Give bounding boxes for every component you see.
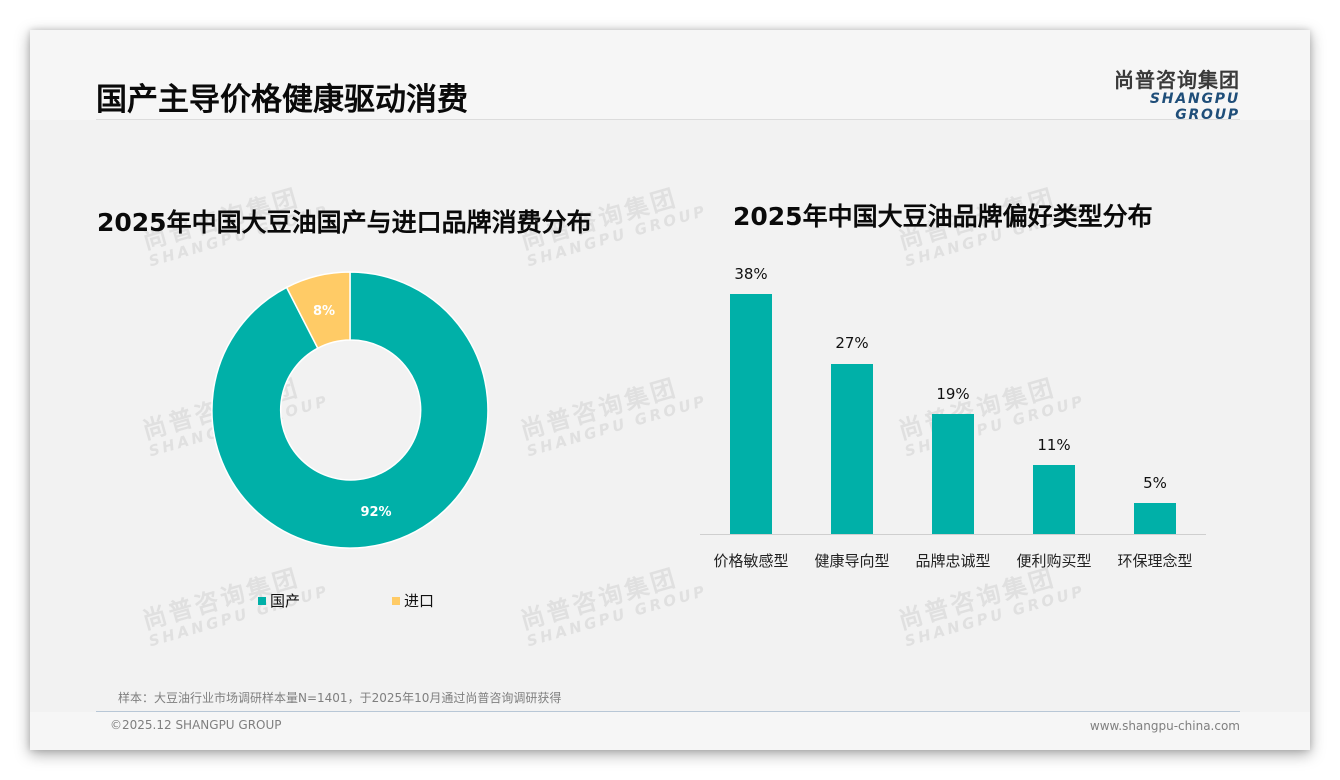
legend-swatch-teal bbox=[258, 596, 266, 605]
category-label: 便利购买型 bbox=[1016, 552, 1092, 570]
donut-chart-title: 2025年中国大豆油国产与进口品牌消费分布 bbox=[97, 208, 592, 237]
page-title: 国产主导价格健康驱动消费 bbox=[96, 82, 468, 118]
bar-brand-loyal bbox=[932, 414, 974, 534]
bar-price-sensitive bbox=[730, 294, 772, 534]
category-label: 环保理念型 bbox=[1117, 552, 1193, 570]
footer-divider bbox=[96, 711, 1240, 712]
bar-health-oriented bbox=[831, 364, 873, 534]
category-label: 健康导向型 bbox=[814, 552, 890, 570]
website-link[interactable]: www.shangpu-china.com bbox=[1089, 719, 1240, 733]
header-band bbox=[30, 30, 1310, 120]
bar-value-label: 11% bbox=[1037, 436, 1071, 454]
bar-value-label: 27% bbox=[835, 334, 869, 352]
copyright: ©2025.12 SHANGPU GROUP bbox=[110, 718, 282, 732]
category-label: 价格敏感型 bbox=[713, 552, 789, 570]
donut-label-imported: 8% bbox=[313, 304, 335, 319]
x-axis-line bbox=[700, 534, 1206, 535]
footer-band bbox=[30, 712, 1310, 750]
donut-label-domestic: 92% bbox=[360, 505, 391, 520]
sample-note: 样本：大豆油行业市场调研样本量N=1401，于2025年10月通过尚普咨询调研获… bbox=[118, 691, 562, 705]
bar-convenience bbox=[1033, 465, 1075, 534]
donut-slice-domestic bbox=[211, 271, 489, 549]
donut-slice-imported bbox=[285, 271, 351, 350]
legend-item-domestic: 国产 bbox=[258, 590, 300, 611]
logo-cn: 尚普咨询集团 bbox=[1114, 68, 1240, 92]
legend-swatch-yellow bbox=[392, 596, 400, 605]
legend-item-imported: 进口 bbox=[392, 590, 434, 611]
bar-chart-title: 2025年中国大豆油品牌偏好类型分布 bbox=[733, 202, 1153, 231]
bar-value-label: 38% bbox=[734, 265, 768, 283]
bar-value-label: 19% bbox=[936, 385, 970, 403]
slide: 尚普咨询集团 SHANGPU GROUP 尚普咨询集团 SHANGPU GROUP … bbox=[30, 30, 1310, 750]
bar-eco-friendly bbox=[1134, 503, 1176, 534]
legend-label: 国产 bbox=[270, 592, 301, 610]
bar-value-label: 5% bbox=[1143, 474, 1167, 492]
header-divider bbox=[96, 119, 1240, 120]
category-label: 品牌忠诚型 bbox=[915, 552, 991, 570]
company-logo: 尚普咨询集团 SHANGPU GROUP bbox=[1088, 64, 1240, 123]
legend-label: 进口 bbox=[404, 592, 435, 610]
donut-chart: 8% 92% bbox=[211, 271, 489, 549]
